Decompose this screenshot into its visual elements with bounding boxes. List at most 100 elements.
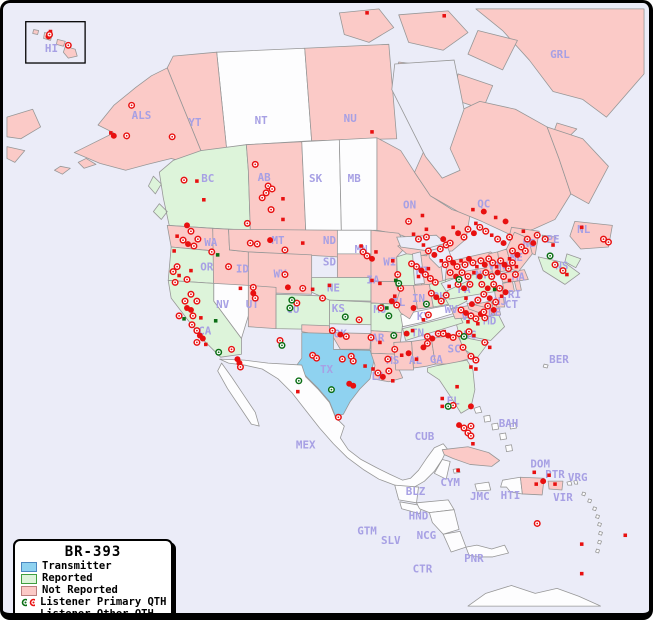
red-square-icon xyxy=(29,612,33,613)
listener-primary-qth-marker xyxy=(271,188,273,190)
listener-primary-qth-marker-green xyxy=(387,314,390,317)
listener-other-qth-marker xyxy=(421,243,426,247)
listener-primary-qth-marker xyxy=(456,265,458,268)
region-label-HND: HND xyxy=(409,510,429,523)
listener-other-qth-marker xyxy=(472,333,476,338)
listener-primary-qth-marker xyxy=(301,287,304,290)
listener-primary-cluster-marker xyxy=(476,273,483,280)
legend-item-other-qth: Listener Other QTH xyxy=(21,609,165,613)
listener-primary-qth-marker xyxy=(482,293,485,296)
listener-other-qth-marker xyxy=(494,264,499,269)
listener-other-qth-marker xyxy=(411,232,416,236)
listener-primary-qth-marker xyxy=(427,250,430,252)
listener-other-qth-marker xyxy=(476,321,480,326)
region-label-MB: MB xyxy=(348,172,362,185)
listener-other-qth-marker xyxy=(202,198,206,202)
region-label-RI: RI xyxy=(508,288,521,301)
listener-primary-qth-marker xyxy=(178,314,180,317)
listener-primary-qth-marker xyxy=(191,323,193,326)
listener-other-qth-marker xyxy=(532,470,537,475)
listener-primary-qth-marker xyxy=(337,416,340,419)
listener-other-qth-marker xyxy=(623,533,628,538)
listener-primary-cluster-marker xyxy=(350,382,357,389)
region-label-SD: SD xyxy=(323,256,337,269)
listener-primary-qth-marker xyxy=(254,297,257,300)
listener-primary-qth-marker-green xyxy=(217,351,220,354)
listener-primary-qth-marker xyxy=(457,283,459,286)
listener-other-qth-marker xyxy=(296,389,300,394)
region-label-ID: ID xyxy=(236,263,250,276)
region-VRG xyxy=(566,479,579,486)
listener-primary-cluster-marker xyxy=(470,230,477,237)
listener-primary-cluster-marker xyxy=(379,373,386,380)
listener-primary-cluster-marker xyxy=(455,230,462,237)
region-label-VRG: VRG xyxy=(568,471,588,484)
listener-other-qth-marker xyxy=(474,221,478,226)
region-label-BAH: BAH xyxy=(499,417,519,430)
listener-other-qth-marker xyxy=(514,264,519,269)
region-label-NV: NV xyxy=(216,298,230,311)
listener-other-qth-marker xyxy=(475,264,479,269)
listener-primary-qth-marker xyxy=(444,263,447,266)
region-label-KS: KS xyxy=(332,302,345,315)
listener-primary-qth-marker xyxy=(341,358,344,361)
listener-other-qth-marker xyxy=(378,340,382,345)
region-label-GRL: GRL xyxy=(550,48,570,61)
listener-primary-cluster-marker xyxy=(388,298,395,305)
region-label-GA: GA xyxy=(430,353,444,366)
listener-other-qth-marker xyxy=(378,281,382,286)
listener-primary-qth-marker xyxy=(502,275,505,278)
listener-other-qth-marker xyxy=(489,233,494,237)
listener-primary-qth-marker xyxy=(508,236,511,239)
listener-primary-qth-marker xyxy=(514,273,517,276)
region-SLV xyxy=(399,501,423,515)
listener-primary-cluster-marker xyxy=(403,330,410,337)
region-label-OR: OR xyxy=(200,261,214,274)
listener-primary-cluster-marker xyxy=(540,478,547,485)
listener-primary-qth-marker xyxy=(511,250,514,252)
listener-primary-qth-marker xyxy=(345,335,348,338)
listener-primary-qth-marker xyxy=(227,265,230,268)
region-label-HTI: HTI xyxy=(501,489,521,502)
listener-primary-qth-marker xyxy=(256,243,259,245)
listener-primary-qth-marker xyxy=(246,222,249,225)
listener-other-qth-marker xyxy=(440,396,445,401)
listener-other-qth-marker xyxy=(579,542,584,546)
listener-primary-qth-marker xyxy=(230,348,233,351)
listener-other-qth-marker xyxy=(172,249,176,253)
listener-other-qth-marker xyxy=(447,284,451,289)
listener-primary-qth-marker xyxy=(362,251,364,253)
listener-primary-cluster-marker xyxy=(530,240,537,247)
listener-primary-qth-marker xyxy=(474,359,477,362)
listener-primary-qth-marker xyxy=(429,277,432,280)
listener-markers xyxy=(45,11,628,576)
listener-primary-qth-marker xyxy=(172,270,175,273)
listener-other-qth-marker xyxy=(469,365,473,369)
region-label-CTR: CTR xyxy=(413,563,433,576)
red-ring-icon xyxy=(29,598,35,607)
listener-primary-qth-marker xyxy=(192,314,194,317)
listener-primary-qth-marker xyxy=(399,287,402,290)
listener-other-qth-marker xyxy=(455,384,459,389)
listener-primary-qth-marker xyxy=(492,283,495,286)
listener-primary-cluster-marker xyxy=(461,285,467,292)
listener-primary-qth-marker xyxy=(463,427,465,429)
listener-primary-qth-marker-green xyxy=(281,344,283,347)
region-label-BC: BC xyxy=(201,172,214,185)
region-MEX xyxy=(217,358,448,493)
listener-primary-qth-marker xyxy=(480,283,483,286)
listener-primary-cluster-marker xyxy=(284,284,291,291)
listener-other-qth-marker xyxy=(507,257,512,261)
listener-primary-cluster-marker xyxy=(468,301,475,308)
listener-primary-qth-marker xyxy=(484,271,487,274)
region-label-GTM: GTM xyxy=(357,524,377,537)
region-BLZ xyxy=(433,459,451,480)
listener-primary-cluster-marker xyxy=(480,208,487,215)
legend-item-reported: Reported xyxy=(21,573,165,584)
region-NT xyxy=(216,47,313,150)
region-label-ALS: ALS xyxy=(132,109,152,122)
listener-primary-qth-marker xyxy=(499,259,502,262)
listener-primary-qth-marker xyxy=(311,354,314,357)
